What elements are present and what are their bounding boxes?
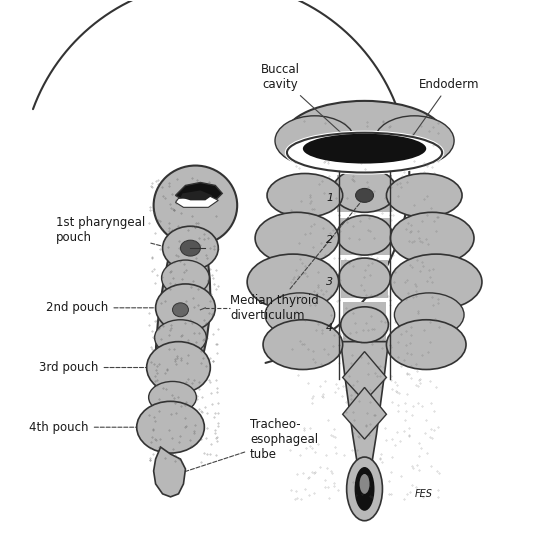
- Ellipse shape: [394, 293, 464, 337]
- Polygon shape: [343, 352, 387, 401]
- Text: 3: 3: [326, 277, 333, 287]
- Text: 1st pharyngeal
pouch: 1st pharyngeal pouch: [56, 216, 183, 251]
- Text: Buccal
cavity: Buccal cavity: [261, 63, 348, 139]
- Ellipse shape: [337, 215, 392, 255]
- Text: Median thyroid
diverticulum: Median thyroid diverticulum: [230, 199, 363, 322]
- Ellipse shape: [346, 457, 382, 520]
- Ellipse shape: [153, 166, 237, 245]
- Text: 4: 4: [326, 323, 333, 332]
- Ellipse shape: [387, 320, 466, 370]
- Text: 3rd pouch: 3rd pouch: [39, 361, 166, 374]
- Ellipse shape: [285, 101, 444, 171]
- Ellipse shape: [137, 401, 205, 453]
- Polygon shape: [343, 387, 387, 439]
- Ellipse shape: [303, 134, 426, 164]
- Ellipse shape: [267, 173, 343, 217]
- Ellipse shape: [287, 133, 442, 173]
- Ellipse shape: [147, 342, 210, 393]
- Text: 4th pouch: 4th pouch: [29, 421, 156, 434]
- Ellipse shape: [180, 240, 200, 256]
- Text: FES: FES: [414, 489, 432, 499]
- Ellipse shape: [162, 260, 210, 296]
- Ellipse shape: [355, 467, 375, 511]
- Polygon shape: [175, 183, 222, 201]
- Ellipse shape: [275, 116, 355, 166]
- Ellipse shape: [340, 307, 388, 343]
- Ellipse shape: [255, 213, 339, 264]
- Text: Tracheo-
esophageal
tube: Tracheo- esophageal tube: [171, 417, 318, 476]
- Polygon shape: [153, 447, 185, 497]
- Polygon shape: [343, 302, 387, 342]
- Polygon shape: [340, 260, 388, 298]
- Ellipse shape: [375, 116, 454, 166]
- Ellipse shape: [339, 258, 390, 298]
- Text: 2nd pouch: 2nd pouch: [46, 301, 173, 314]
- Polygon shape: [340, 342, 388, 494]
- Text: 2: 2: [326, 235, 333, 245]
- Ellipse shape: [155, 320, 206, 355]
- Ellipse shape: [247, 254, 339, 310]
- Text: 1: 1: [326, 193, 333, 203]
- Polygon shape: [175, 196, 218, 207]
- Text: Endoderm: Endoderm: [411, 78, 480, 138]
- Polygon shape: [155, 203, 211, 444]
- Ellipse shape: [148, 382, 196, 413]
- Ellipse shape: [156, 284, 215, 332]
- Ellipse shape: [360, 474, 370, 494]
- Ellipse shape: [173, 303, 189, 317]
- Ellipse shape: [333, 168, 397, 213]
- Polygon shape: [339, 219, 390, 255]
- Ellipse shape: [265, 293, 335, 337]
- Ellipse shape: [356, 189, 373, 202]
- Polygon shape: [337, 175, 392, 213]
- Ellipse shape: [390, 254, 482, 310]
- Ellipse shape: [390, 213, 474, 264]
- Ellipse shape: [163, 226, 218, 270]
- Ellipse shape: [263, 320, 343, 370]
- Polygon shape: [180, 190, 212, 201]
- Ellipse shape: [387, 173, 462, 217]
